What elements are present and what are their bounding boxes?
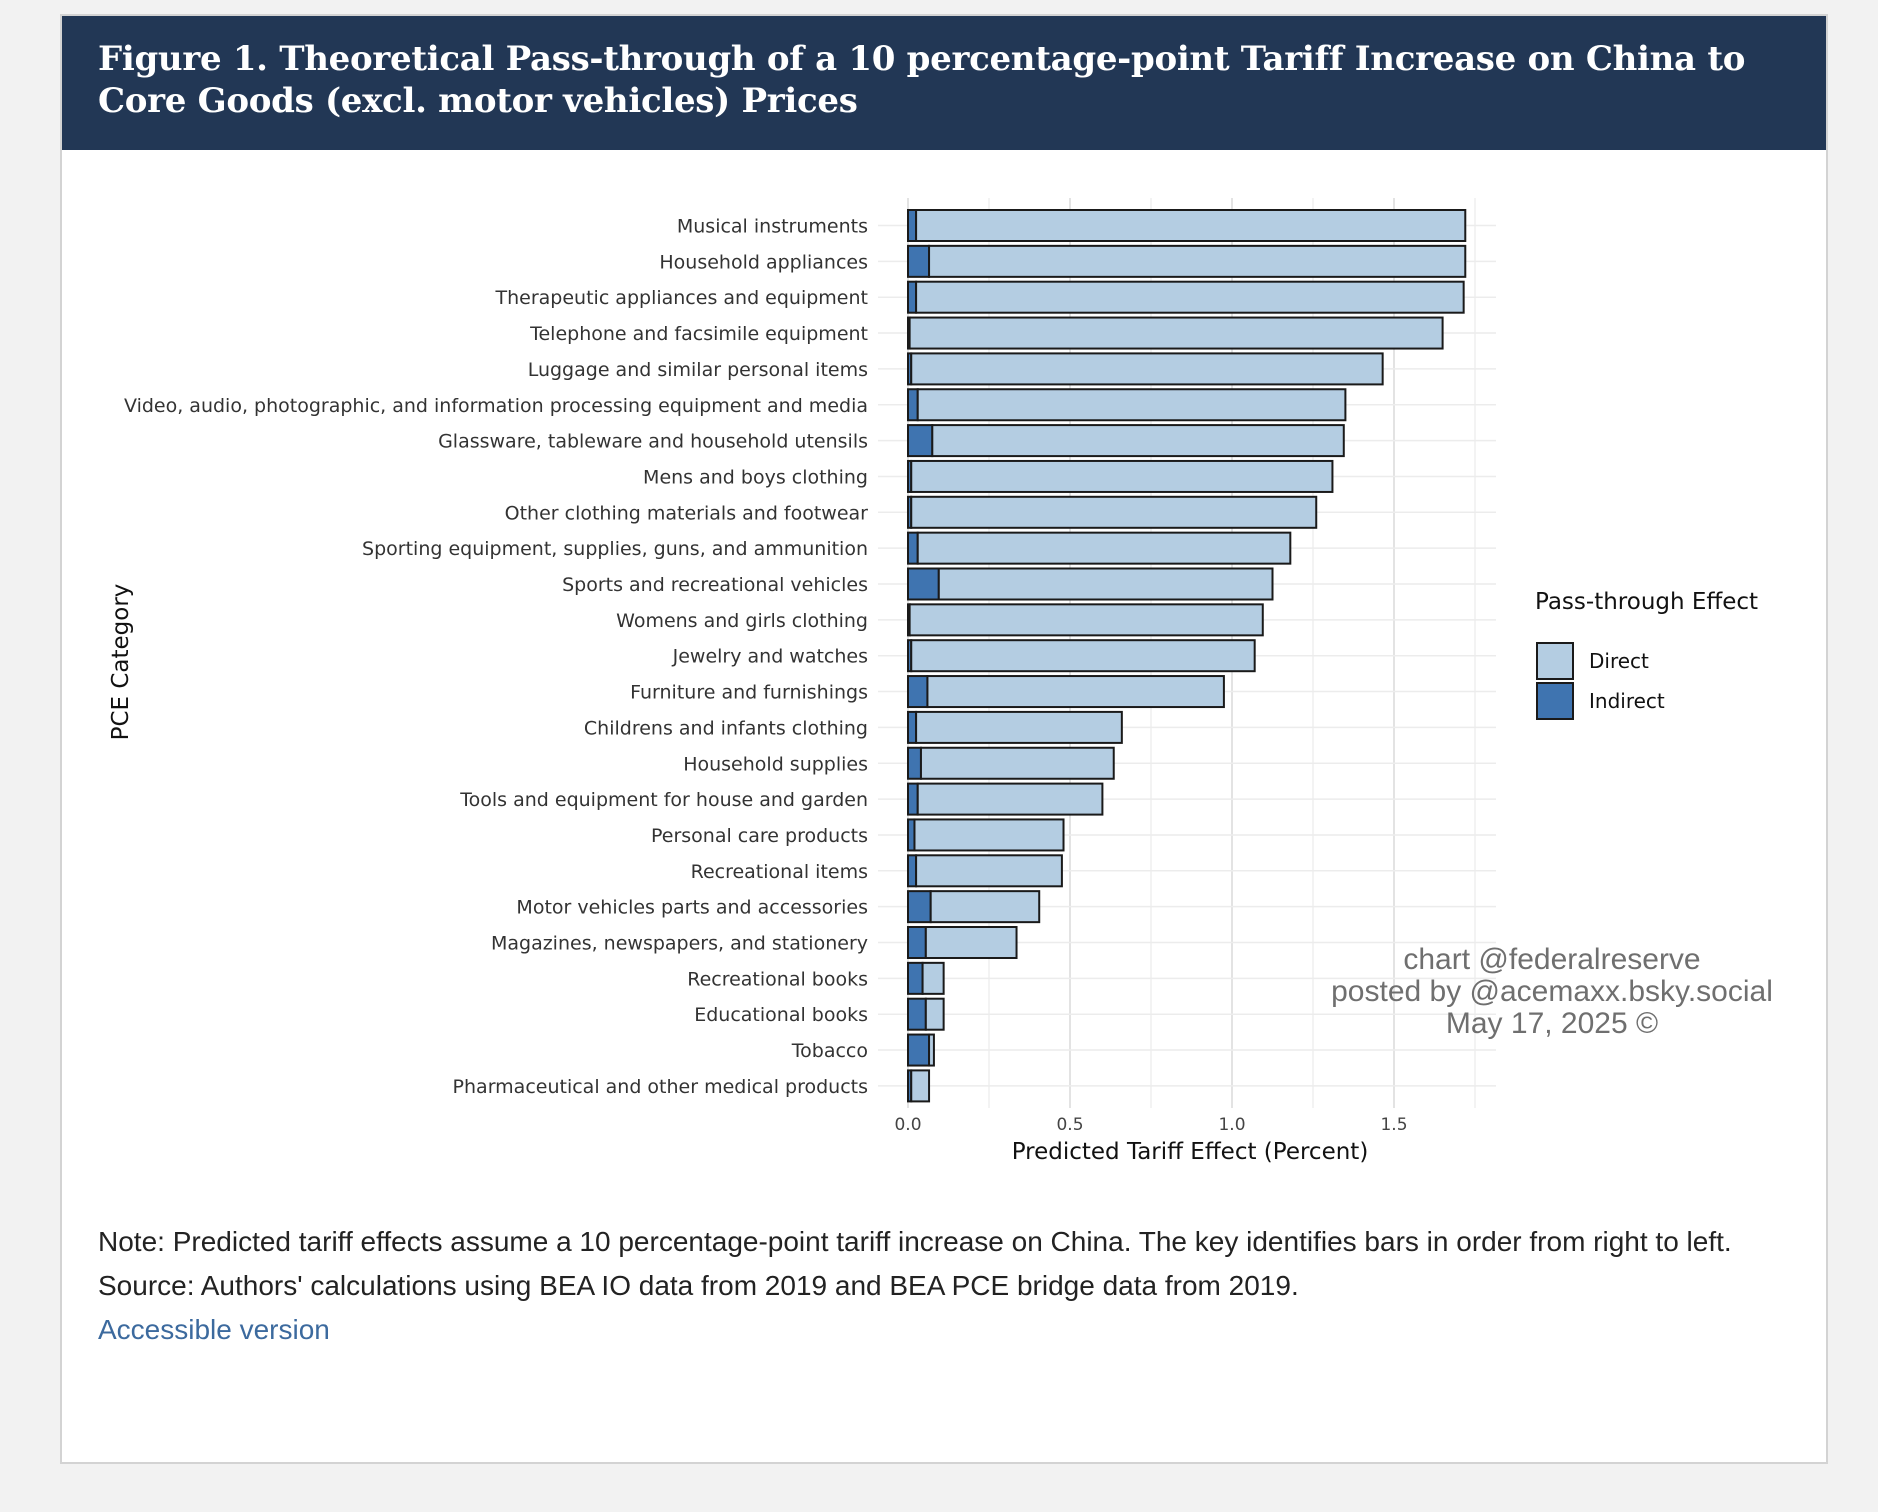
bar-chart: Musical instruments Household appliances T… xyxy=(108,198,1758,1165)
bar-direct xyxy=(910,495,1318,529)
bar-direct xyxy=(910,639,1256,673)
figure-title-bar: Figure 1. Theoretical Pass-through of a … xyxy=(62,16,1826,150)
category-label: Glassware, tableware and household utens… xyxy=(438,431,868,453)
category-label: Sports and recreational vehicles xyxy=(562,574,868,596)
bar-direct xyxy=(915,710,1123,744)
category-label: Sporting equipment, supplies, guns, and … xyxy=(362,538,868,560)
category-label: Household supplies xyxy=(683,753,868,775)
legend-title: Pass-through Effect xyxy=(1535,589,1758,615)
bar-direct xyxy=(928,244,1467,278)
category-label: Furniture and furnishings xyxy=(630,682,868,704)
category-label: Musical instruments xyxy=(677,216,868,238)
source-text: Source: Authors' calculations using BEA … xyxy=(98,1270,1299,1301)
legend-label-direct: Direct xyxy=(1589,649,1649,673)
figure-title: Figure 1. Theoretical Pass-through of a … xyxy=(98,39,1746,121)
bar-direct xyxy=(908,603,1264,637)
bar-indirect xyxy=(907,926,927,959)
category-label: Pharmaceutical and other medical product… xyxy=(453,1076,868,1098)
bar-indirect xyxy=(907,280,918,314)
category-label: Personal care products xyxy=(651,825,868,847)
bar-direct xyxy=(915,854,1063,888)
bar-indirect xyxy=(907,890,932,924)
category-label: Educational books xyxy=(694,1004,868,1026)
category-label: Luggage and similar personal items xyxy=(528,359,868,381)
bar-indirect xyxy=(907,746,922,780)
bar-direct xyxy=(937,567,1274,601)
bar-direct xyxy=(915,280,1465,314)
bar-direct xyxy=(919,746,1115,780)
bar-indirect xyxy=(907,388,919,422)
category-label: Household appliances xyxy=(659,251,868,273)
category-label: Motor vehicles parts and accessories xyxy=(516,897,868,919)
bar-indirect xyxy=(907,710,918,744)
x-tick-label: 1.0 xyxy=(1218,1115,1245,1135)
bar-indirect xyxy=(907,1033,931,1067)
watermark-line-1: chart @federalreserve xyxy=(1403,943,1701,976)
category-label: Other clothing materials and footwear xyxy=(505,502,869,524)
bar-indirect xyxy=(907,675,929,709)
category-label: Jewelry and watches xyxy=(672,646,868,668)
bar-direct xyxy=(924,926,1018,959)
bar-direct xyxy=(916,531,1292,565)
x-tick-label: 1.5 xyxy=(1380,1115,1407,1135)
watermark: chart @federalreserve posted by @acemaxx… xyxy=(1212,944,1878,1040)
bar-direct xyxy=(929,890,1041,924)
category-label: Childrens and infants clothing xyxy=(584,717,868,739)
bar-direct xyxy=(928,1033,935,1067)
category-label: Mens and boys clothing xyxy=(643,466,868,488)
category-label: Video, audio, photographic, and informat… xyxy=(124,395,868,417)
accessible-version-link[interactable]: Accessible version xyxy=(98,1314,330,1345)
x-tick-label: 0.5 xyxy=(1056,1115,1083,1135)
bar-direct xyxy=(924,997,945,1031)
x-tick-label: 0.0 xyxy=(894,1115,921,1135)
category-label: Womens and girls clothing xyxy=(616,610,868,632)
bars xyxy=(907,209,1467,1103)
bar-direct xyxy=(910,1069,931,1103)
category-label: Therapeutic appliances and equipment xyxy=(495,287,869,309)
bar-direct xyxy=(916,388,1347,422)
bar-indirect xyxy=(907,531,919,565)
bar-direct xyxy=(910,459,1334,493)
bar-indirect xyxy=(907,567,940,601)
bar-indirect xyxy=(907,209,918,242)
bar-indirect xyxy=(907,782,919,816)
legend: Pass-through Effect Direct Indirect xyxy=(1535,589,1758,720)
bar-direct xyxy=(921,961,945,995)
bar-indirect xyxy=(907,961,924,995)
figure-notes: Note: Predicted tariff effects assume a … xyxy=(98,1220,1798,1352)
legend-label-indirect: Indirect xyxy=(1589,689,1665,713)
category-label: Telephone and facsimile equipment xyxy=(529,323,868,345)
bar-indirect xyxy=(907,244,931,278)
category-label: Recreational items xyxy=(691,861,868,883)
bar-indirect xyxy=(907,997,927,1031)
bar-direct xyxy=(916,782,1104,816)
watermark-line-3: May 17, 2025 © xyxy=(1445,1007,1659,1040)
category-label: Magazines, newspapers, and stationery xyxy=(491,933,868,955)
figure-card: Figure 1. Theoretical Pass-through of a … xyxy=(60,14,1828,1464)
bar-direct xyxy=(910,352,1384,386)
category-label: Tools and equipment for house and garden xyxy=(459,789,868,811)
bar-direct xyxy=(908,316,1444,350)
legend-swatch-indirect xyxy=(1536,682,1574,720)
bar-direct xyxy=(913,818,1065,852)
legend-swatch-direct xyxy=(1536,642,1574,680)
bar-direct xyxy=(915,209,1467,242)
category-labels: Musical instruments Household appliances T… xyxy=(124,216,868,1098)
category-label: Tobacco xyxy=(791,1040,868,1062)
category-label: Recreational books xyxy=(687,968,868,990)
bar-indirect xyxy=(907,424,934,458)
bar-direct xyxy=(931,424,1345,458)
y-axis-label: PCE Category xyxy=(108,584,134,741)
x-axis-label: Predicted Tariff Effect (Percent) xyxy=(1012,1139,1369,1165)
note-text: Note: Predicted tariff effects assume a … xyxy=(98,1226,1732,1257)
bar-direct xyxy=(926,675,1225,709)
bar-indirect xyxy=(907,854,918,888)
watermark-line-2: posted by @acemaxx.bsky.social xyxy=(1331,975,1773,1008)
x-tick-labels: 0.0 0.5 1.0 1.5 xyxy=(894,1115,1407,1135)
